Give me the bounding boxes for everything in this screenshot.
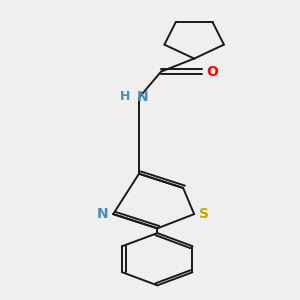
- Text: H: H: [119, 90, 130, 103]
- Text: S: S: [199, 207, 208, 221]
- Text: O: O: [206, 64, 218, 79]
- Text: N: N: [97, 207, 109, 221]
- Text: N: N: [137, 90, 149, 104]
